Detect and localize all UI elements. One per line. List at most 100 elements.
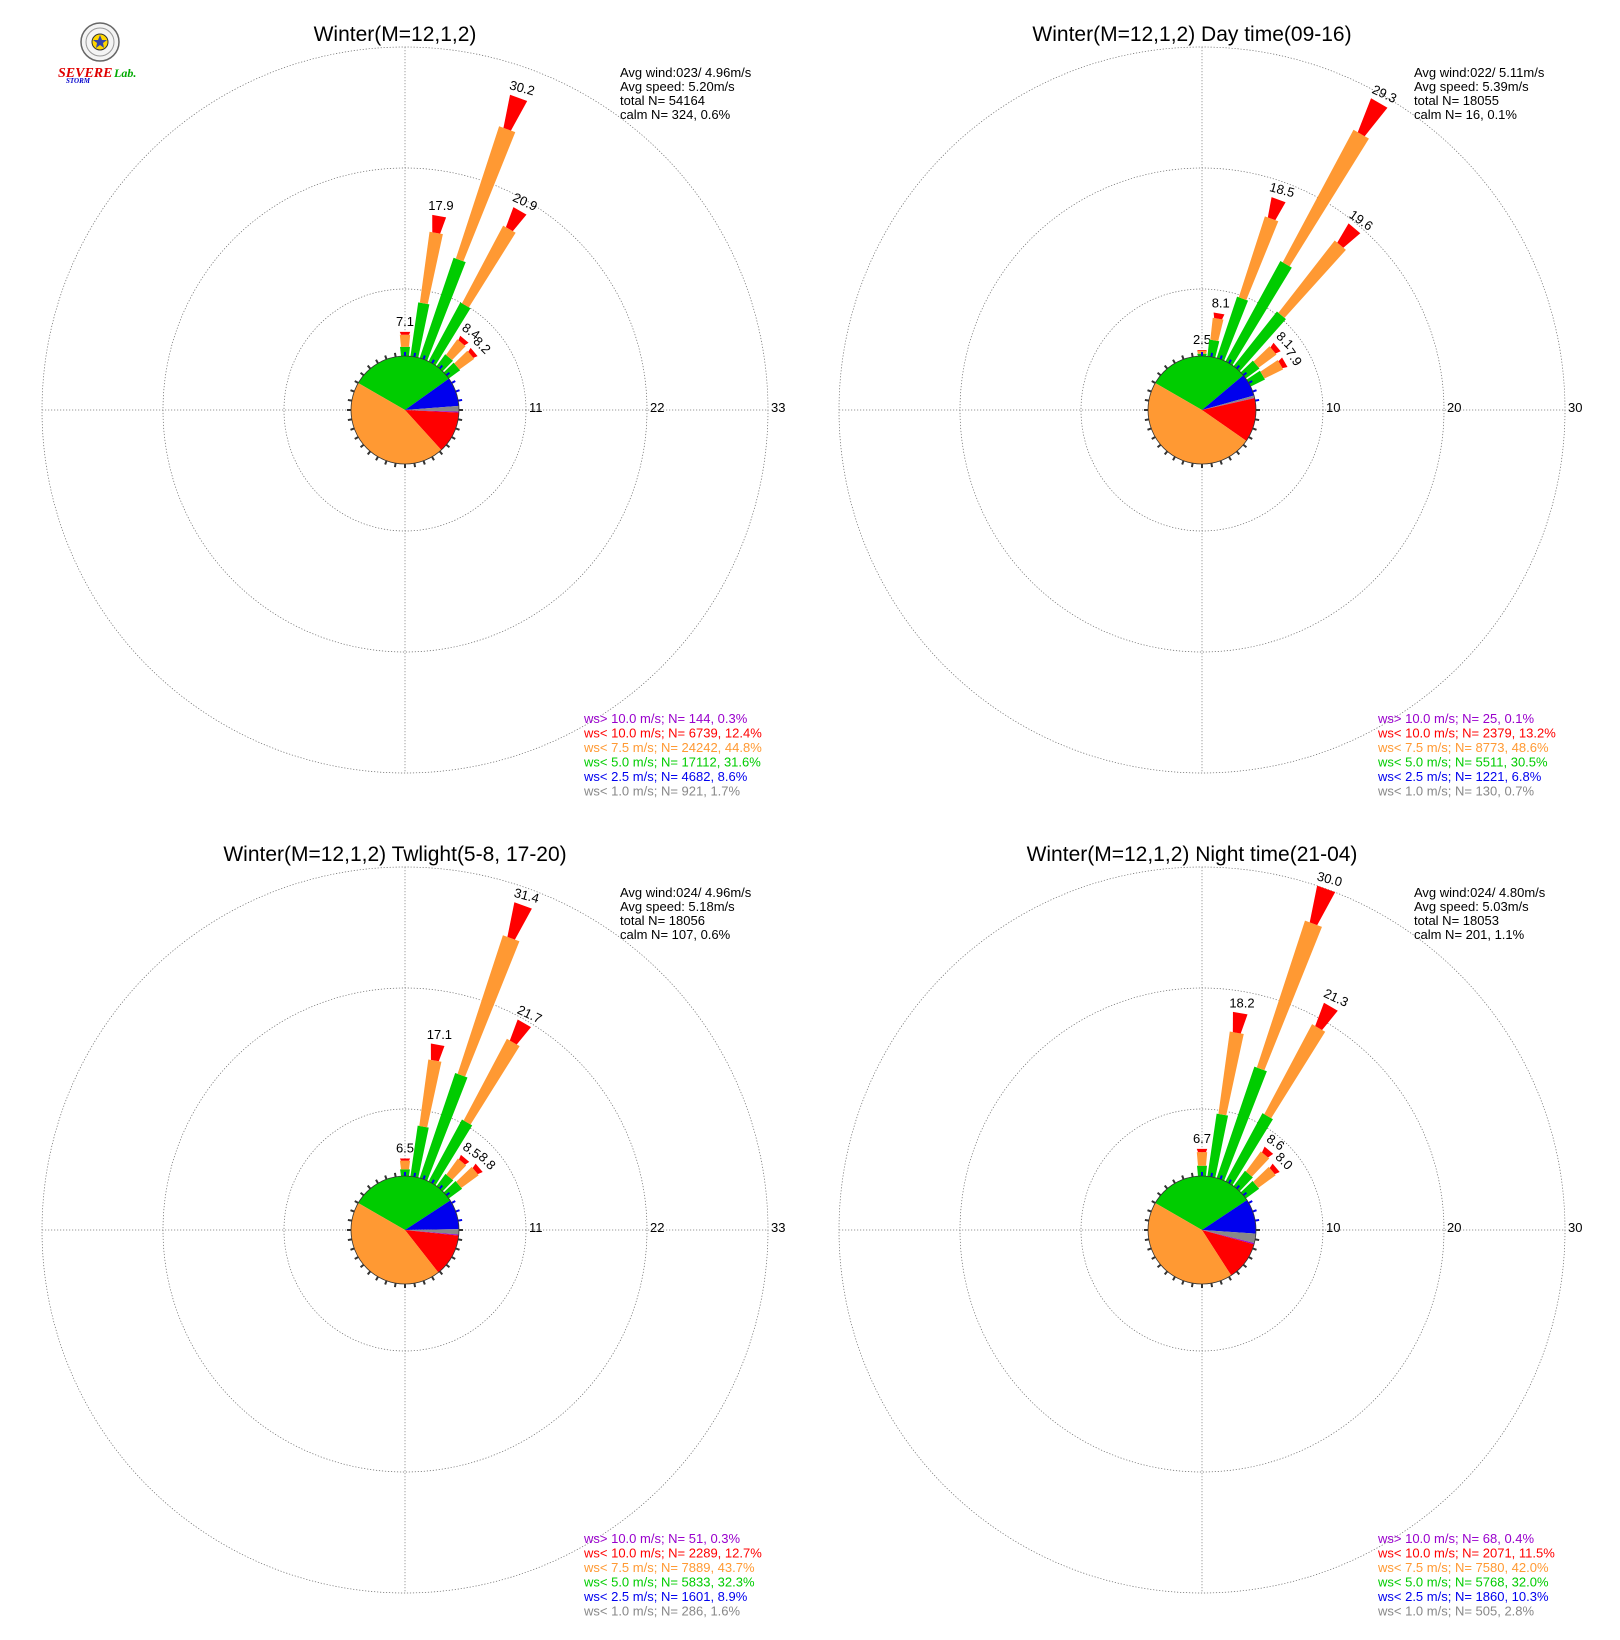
bar-segment-lt7_5	[419, 1059, 442, 1128]
pie-slice	[405, 410, 459, 450]
bar-segment-lt7_5	[454, 350, 475, 370]
bar-total-label: 17.1	[427, 1027, 452, 1042]
speed-class-pie	[350, 1175, 460, 1285]
bar-segment-lt5	[1197, 1165, 1207, 1176]
bar-total-label: 7.1	[396, 314, 414, 329]
direction-bar-0: 6.5	[396, 1141, 414, 1176]
bar-segment-lt7_5	[419, 231, 443, 305]
ring-tick-label: 11	[529, 1220, 543, 1235]
direction-bar-20: 18.5	[1216, 179, 1296, 361]
bar-segment-lt10	[1261, 1146, 1274, 1158]
bar-segment-lt7_5	[1253, 346, 1277, 368]
stat-line: total N= 18053	[1414, 913, 1499, 928]
pie-slice	[1155, 356, 1244, 410]
direction-bar-50: 8.0	[1240, 1149, 1296, 1199]
bar-segment-lt10	[458, 1154, 470, 1165]
bar-segment-lt10	[1315, 1002, 1338, 1030]
direction-bar-0: 6.7	[1193, 1131, 1211, 1176]
stat-line: total N= 18056	[620, 913, 705, 928]
bar-segment-lt5	[410, 1125, 429, 1178]
ring-tick-label: 22	[650, 1220, 664, 1235]
legend-entry: ws> 10.0 m/s; N= 25, 0.1%	[1377, 711, 1535, 726]
wind-rose-panel-2: 10 20 30 2.5 8.1 18.5 29.3 19.6 8.1 7.9 Winter(M=1…	[810, 0, 1620, 820]
wind-rose-chart-4: 10 20 306.718.230.021.38.68.0Winter(M=12,1…	[838, 843, 1582, 1619]
bar-segment-lt10	[472, 1163, 483, 1175]
direction-bar-0: 7.1	[396, 314, 414, 356]
legend-entry: ws< 7.5 m/s; N= 8773, 48.6%	[1377, 740, 1549, 755]
ring-tick-label: 33	[771, 1220, 785, 1235]
grid-ring-30	[838, 866, 1566, 1594]
bar-segment-lt10	[1309, 885, 1336, 926]
bar-segment-lt7_5	[1245, 1151, 1270, 1177]
direction-bar-30: 29.3	[1225, 82, 1399, 366]
legend-entry: ws< 2.5 m/s; N= 1221, 6.8%	[1377, 769, 1542, 784]
legend-entry: ws< 2.5 m/s; N= 1601, 8.9%	[583, 1589, 748, 1604]
grid-ring-33	[41, 46, 769, 774]
wind-rose-panel-1: 11 22 33 7.1 17.9 30.2 20.9 8.4 8.2 Winter(M=12,1…	[0, 0, 810, 820]
bar-segment-lt7_5	[399, 334, 411, 347]
bar-segment-lt7_5	[457, 935, 520, 1077]
bar-segment-lt5	[428, 1119, 473, 1186]
speed-class-pie	[1147, 1175, 1257, 1285]
bar-segment-lt7_5	[446, 1158, 467, 1180]
bar-segment-lt5	[1216, 296, 1249, 361]
bar-segment-lt10	[509, 1019, 532, 1045]
pie-slice	[405, 1229, 460, 1235]
pie-edge-ticks	[1144, 1172, 1260, 1288]
ring-tick-label: 30	[1568, 400, 1582, 415]
stat-line: Avg wind:023/ 4.96m/s	[620, 65, 752, 80]
severe-storm-lab-logo: SEVERE STORM Lab.	[54, 22, 146, 85]
pie-slice	[405, 378, 459, 410]
bar-segment-lt5	[1225, 261, 1292, 366]
legend-entry: ws< 5.0 m/s; N= 17112, 31.6%	[583, 755, 761, 770]
pie-slice	[1202, 1230, 1256, 1244]
bar-segment-lt10	[430, 1043, 445, 1062]
ring-tick-label: 33	[771, 400, 785, 415]
bar-segment-lt7_5	[455, 126, 516, 262]
wind-rose-panel-3: 11 22 33 6.5 17.1 31.4 21.7 8.5 8.8 Winter(M=12,1…	[0, 820, 810, 1640]
chart-title: Winter(M=12,1,2) Twlight(5-8, 17-20)	[223, 843, 566, 866]
bar-total-label: 8.1	[1212, 296, 1230, 311]
pie-edge-ticks	[347, 1172, 463, 1288]
logo-word-storm: STORM	[66, 77, 91, 85]
legend-entry: ws< 2.5 m/s; N= 1860, 10.3%	[1377, 1589, 1549, 1604]
stat-line: calm N= 324, 0.6%	[620, 107, 731, 122]
bar-segment-lt7_5	[1238, 216, 1279, 300]
grid-ring-33	[41, 866, 769, 1594]
legend-entry: ws< 1.0 m/s; N= 286, 1.6%	[583, 1604, 741, 1619]
bar-segment-lt10	[432, 214, 447, 234]
bar-segment-lt5	[1207, 1113, 1229, 1178]
chart-title: Winter(M=12,1,2)	[314, 23, 477, 46]
bar-total-label: 2.5	[1193, 332, 1211, 347]
bar-segment-lt10	[507, 902, 532, 940]
bar-total-label: 6.7	[1193, 1131, 1211, 1146]
bar-segment-lt10	[1213, 312, 1225, 320]
legend-entry: ws< 5.0 m/s; N= 5768, 32.0%	[1377, 1575, 1549, 1590]
pie-slice	[405, 405, 459, 412]
pie-slice	[351, 1203, 439, 1284]
bar-segment-lt7_5	[1196, 1152, 1208, 1166]
pie-slice	[1202, 1200, 1256, 1234]
bar-segment-lt10	[1337, 223, 1361, 248]
pie-slice	[1148, 1203, 1232, 1284]
bar-segment-lt7_5	[463, 1038, 520, 1125]
pie-slice	[1202, 395, 1255, 410]
direction-bar-10: 17.9	[410, 198, 454, 358]
ring-tick-label: 11	[529, 400, 543, 415]
pie-slice	[405, 1230, 459, 1273]
ring-tick-label: 20	[1447, 1220, 1461, 1235]
bar-segment-lt7_5	[1282, 129, 1369, 267]
direction-bar-20: 30.2	[419, 77, 536, 361]
stat-line: total N= 18055	[1414, 93, 1499, 108]
pie-edge-ticks	[347, 352, 463, 468]
speed-class-pie	[350, 355, 460, 465]
legend-entry: ws< 7.5 m/s; N= 7580, 42.0%	[1377, 1560, 1549, 1575]
bar-segment-lt10	[1196, 1148, 1208, 1153]
legend-entry: ws> 10.0 m/s; N= 144, 0.3%	[583, 711, 748, 726]
bar-total-label: 18.5	[1268, 179, 1296, 200]
speed-class-pie	[1147, 355, 1257, 465]
bar-segment-lt7_5	[1264, 1024, 1326, 1119]
stat-line: Avg speed: 5.03m/s	[1414, 899, 1529, 914]
pie-slice	[1202, 1230, 1255, 1245]
bar-segment-lt10	[399, 331, 411, 335]
